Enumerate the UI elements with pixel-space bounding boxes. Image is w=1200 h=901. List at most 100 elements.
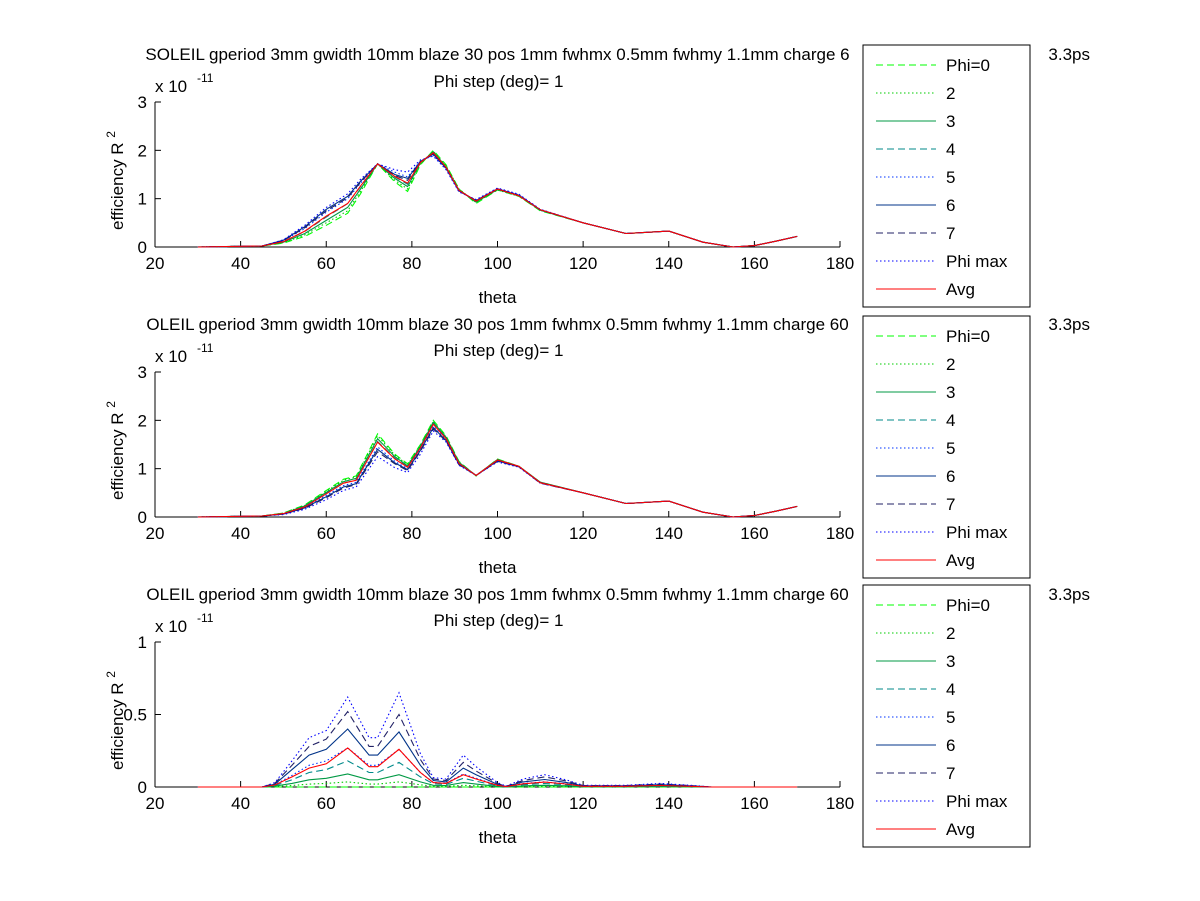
x-tick-label: 80 <box>402 794 421 813</box>
series-line-5 <box>197 154 798 248</box>
y-tick-label: 3 <box>138 363 147 382</box>
y-tick-label: 1 <box>138 190 147 209</box>
x-tick-label: 60 <box>317 254 336 273</box>
series-line-2 <box>197 420 798 518</box>
x-tick-label: 40 <box>231 254 250 273</box>
y-tick-label: 1 <box>138 633 147 652</box>
legend-label: Phi=0 <box>946 56 990 75</box>
legend-label: 3 <box>946 652 955 671</box>
legend-label: 4 <box>946 140 955 159</box>
x-tick-label: 120 <box>569 524 597 543</box>
y-multiplier-exponent: -11 <box>197 611 214 625</box>
legend-label: Avg <box>946 820 975 839</box>
y-axis-label-superscript: 2 <box>104 671 118 678</box>
plot-title-tail: 3.3ps <box>1048 315 1090 334</box>
legend-label: 5 <box>946 168 955 187</box>
x-tick-label: 140 <box>655 254 683 273</box>
series-line-7 <box>197 428 798 518</box>
x-axis-label: theta <box>479 828 517 847</box>
y-tick-label: 3 <box>138 93 147 112</box>
y-multiplier-exponent: -11 <box>197 341 214 355</box>
x-tick-label: 80 <box>402 524 421 543</box>
x-tick-label: 140 <box>655 524 683 543</box>
legend-box <box>862 315 1031 579</box>
y-axis-label: efficiency R 2 <box>104 401 127 500</box>
x-tick-label: 20 <box>146 524 165 543</box>
series-line-8 <box>197 155 798 248</box>
legend-label: 3 <box>946 383 955 402</box>
subplot-2: OLEIL gperiod 3mm gwidth 10mm blaze 30 p… <box>104 315 1090 579</box>
y-axis-label-superscript: 2 <box>104 401 118 408</box>
legend-label: 2 <box>946 84 955 103</box>
x-tick-label: 60 <box>317 794 336 813</box>
subplot-3: OLEIL gperiod 3mm gwidth 10mm blaze 30 p… <box>104 584 1090 848</box>
plot-title: OLEIL gperiod 3mm gwidth 10mm blaze 30 p… <box>146 585 848 604</box>
plot-title-tail: 3.3ps <box>1048 585 1090 604</box>
legend-label: 2 <box>946 624 955 643</box>
legend-box <box>862 584 1031 848</box>
y-axis-label: efficiency R 2 <box>104 131 127 230</box>
series-line-6 <box>197 153 798 248</box>
y-tick-label: 1 <box>138 460 147 479</box>
legend-label: 3 <box>946 112 955 131</box>
legend-box <box>862 44 1031 308</box>
legend-label: Avg <box>946 551 975 570</box>
series-line-8 <box>197 691 798 788</box>
plot-subtitle: Phi step (deg)= 1 <box>434 72 564 91</box>
y-multiplier: x 10 <box>155 347 187 366</box>
x-tick-label: 80 <box>402 254 421 273</box>
x-tick-label: 20 <box>146 254 165 273</box>
series-line-1 <box>197 419 798 518</box>
legend-label: Phi max <box>946 792 1008 811</box>
legend-label: 4 <box>946 411 955 430</box>
y-tick-label: 2 <box>138 411 147 430</box>
plot-subtitle: Phi step (deg)= 1 <box>434 611 564 630</box>
x-axis-label: theta <box>479 558 517 577</box>
x-tick-label: 100 <box>483 794 511 813</box>
series-line-9 <box>197 152 798 248</box>
legend-label: Phi max <box>946 523 1008 542</box>
series-line-4 <box>197 422 798 518</box>
x-tick-label: 160 <box>740 524 768 543</box>
series-line-2 <box>197 781 798 788</box>
legend-label: Phi=0 <box>946 596 990 615</box>
plot-title: SOLEIL gperiod 3mm gwidth 10mm blaze 30 … <box>145 45 849 64</box>
x-tick-label: 160 <box>740 794 768 813</box>
legend-label: 5 <box>946 708 955 727</box>
x-tick-label: 100 <box>483 524 511 543</box>
series-line-2 <box>197 150 798 248</box>
x-tick-label: 40 <box>231 794 250 813</box>
x-tick-label: 60 <box>317 524 336 543</box>
y-multiplier: x 10 <box>155 77 187 96</box>
y-tick-label: 0 <box>138 508 147 527</box>
x-tick-label: 180 <box>826 794 854 813</box>
legend-label: Phi=0 <box>946 327 990 346</box>
series-line-7 <box>197 152 798 248</box>
y-axis-label-superscript: 2 <box>104 131 118 138</box>
series-line-5 <box>197 425 798 518</box>
legend: Phi=0 2 3 4 5 6 7 Phi max Avg <box>862 584 1031 848</box>
x-axis-label: theta <box>479 288 517 307</box>
legend-label: Phi max <box>946 252 1008 271</box>
legend: Phi=0 2 3 4 5 6 7 Phi max Avg <box>862 44 1031 308</box>
series-line-8 <box>197 430 798 518</box>
plot-title: OLEIL gperiod 3mm gwidth 10mm blaze 30 p… <box>146 315 848 334</box>
y-multiplier-exponent: -11 <box>197 71 214 85</box>
x-tick-label: 120 <box>569 254 597 273</box>
x-tick-label: 100 <box>483 254 511 273</box>
y-multiplier: x 10 <box>155 617 187 636</box>
legend-label: 7 <box>946 224 955 243</box>
plot-subtitle: Phi step (deg)= 1 <box>434 341 564 360</box>
series-line-9 <box>197 747 798 788</box>
series-line-9 <box>197 423 798 518</box>
x-tick-label: 160 <box>740 254 768 273</box>
legend-label: 6 <box>946 467 955 486</box>
series-line-6 <box>197 426 798 518</box>
x-tick-label: 20 <box>146 794 165 813</box>
subplot-1: SOLEIL gperiod 3mm gwidth 10mm blaze 30 … <box>104 44 1090 308</box>
y-axis-label: efficiency R 2 <box>104 671 127 770</box>
y-tick-label: 2 <box>138 141 147 160</box>
y-tick-label: 0.5 <box>123 706 147 725</box>
legend-label: 6 <box>946 736 955 755</box>
legend: Phi=0 2 3 4 5 6 7 Phi max Avg <box>862 315 1031 579</box>
